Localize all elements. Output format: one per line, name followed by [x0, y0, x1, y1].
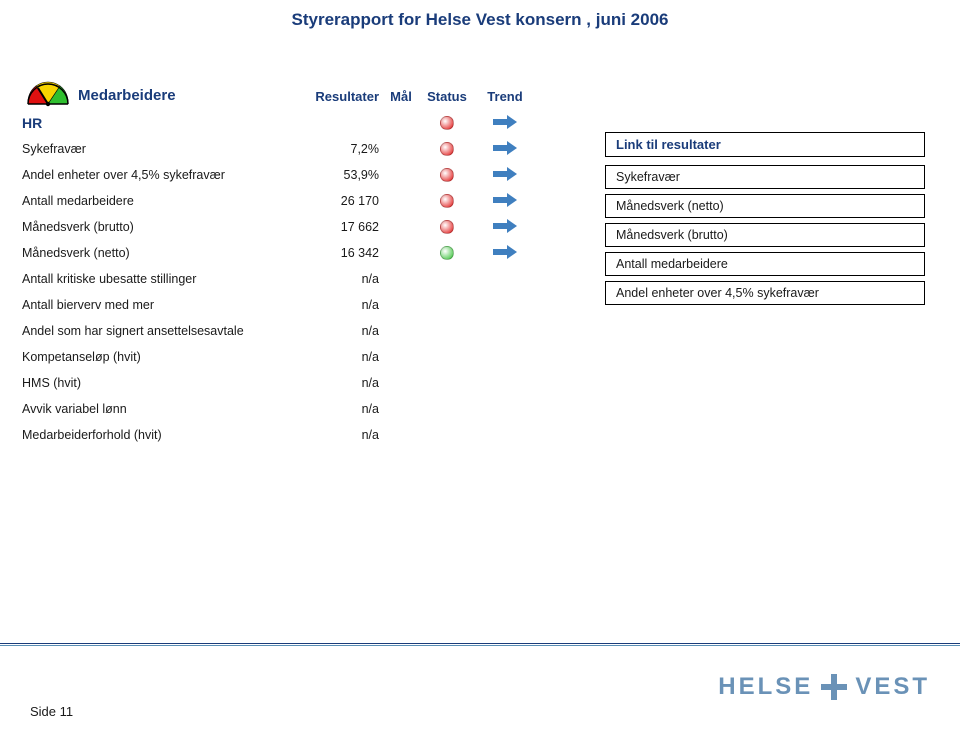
- footer-divider: [0, 643, 960, 646]
- link-item[interactable]: Andel enheter over 4,5% sykefravær: [605, 281, 925, 305]
- table-row: HR: [20, 110, 575, 136]
- row-value: n/a: [288, 324, 383, 338]
- logo-text-1: HELSE: [718, 673, 813, 701]
- row-trend: [475, 219, 535, 236]
- row-value: n/a: [288, 428, 383, 442]
- row-label: Avvik variabel lønn: [20, 402, 288, 416]
- col-header-status: Status: [419, 89, 475, 110]
- row-label: Kompetanseløp (hvit): [20, 350, 288, 364]
- row-label: HMS (hvit): [20, 376, 288, 390]
- row-trend: [475, 115, 535, 132]
- status-dot-red-icon: [440, 194, 454, 208]
- link-item[interactable]: Månedsverk (brutto): [605, 223, 925, 247]
- row-value: 53,9%: [288, 168, 383, 182]
- content-area: Medarbeidere Resultater Mål Status Trend…: [0, 30, 960, 448]
- status-dot-red-icon: [440, 142, 454, 156]
- col-header-resultater: Resultater: [288, 89, 383, 110]
- trend-arrow-right-icon: [493, 167, 517, 184]
- col-header-trend: Trend: [475, 89, 535, 110]
- row-status: [419, 116, 475, 130]
- row-label: Andel som har signert ansettelsesavtale: [20, 324, 288, 338]
- row-label: HR: [20, 115, 288, 131]
- status-dot-red-icon: [440, 220, 454, 234]
- row-value: n/a: [288, 376, 383, 390]
- table-row: Antall medarbeidere26 170: [20, 188, 575, 214]
- trend-arrow-right-icon: [493, 115, 517, 132]
- row-value: n/a: [288, 272, 383, 286]
- row-status: [419, 194, 475, 208]
- row-label: Månedsverk (brutto): [20, 220, 288, 234]
- row-label: Sykefravær: [20, 142, 288, 156]
- links-header: Link til resultater: [605, 132, 925, 157]
- gauge-icon: [20, 76, 76, 110]
- row-status: [419, 220, 475, 234]
- trend-arrow-right-icon: [493, 245, 517, 262]
- row-label: Andel enheter over 4,5% sykefravær: [20, 168, 288, 182]
- row-label: Medarbeiderforhold (hvit): [20, 428, 288, 442]
- trend-arrow-right-icon: [493, 219, 517, 236]
- trend-arrow-right-icon: [493, 193, 517, 210]
- table-row: Kompetanseløp (hvit)n/a: [20, 344, 575, 370]
- row-status: [419, 168, 475, 182]
- table-row: Månedsverk (netto)16 342: [20, 240, 575, 266]
- plus-icon: [821, 674, 847, 700]
- trend-arrow-right-icon: [493, 141, 517, 158]
- table-row: Antall kritiske ubesatte stillingern/a: [20, 266, 575, 292]
- table-row: Medarbeiderforhold (hvit)n/a: [20, 422, 575, 448]
- row-value: n/a: [288, 350, 383, 364]
- row-trend: [475, 167, 535, 184]
- table-row: Andel som har signert ansettelsesavtalen…: [20, 318, 575, 344]
- page-number: Side 11: [30, 704, 73, 719]
- row-label: Antall medarbeidere: [20, 194, 288, 208]
- row-label: Antall bierverv med mer: [20, 298, 288, 312]
- link-item[interactable]: Antall medarbeidere: [605, 252, 925, 276]
- row-value: n/a: [288, 402, 383, 416]
- row-value: 16 342: [288, 246, 383, 260]
- row-trend: [475, 245, 535, 262]
- row-status: [419, 246, 475, 260]
- table-row: HMS (hvit)n/a: [20, 370, 575, 396]
- logo-text-2: VEST: [855, 673, 930, 701]
- row-label: Antall kritiske ubesatte stillinger: [20, 272, 288, 286]
- row-label: Månedsverk (netto): [20, 246, 288, 260]
- status-dot-green-icon: [440, 246, 454, 260]
- row-status: [419, 142, 475, 156]
- status-dot-red-icon: [440, 168, 454, 182]
- row-value: 7,2%: [288, 142, 383, 156]
- page-title: Styrerapport for Helse Vest konsern , ju…: [0, 0, 960, 30]
- links-panel: Link til resultater Sykefravær Månedsverk…: [605, 70, 925, 448]
- row-trend: [475, 193, 535, 210]
- section-label: Medarbeidere: [76, 87, 288, 110]
- link-item[interactable]: Sykefravær: [605, 165, 925, 189]
- table-row: Sykefravær7,2%: [20, 136, 575, 162]
- table-row: Månedsverk (brutto)17 662: [20, 214, 575, 240]
- table-row: Avvik variabel lønnn/a: [20, 396, 575, 422]
- row-value: 26 170: [288, 194, 383, 208]
- link-item[interactable]: Månedsverk (netto): [605, 194, 925, 218]
- table-header-row: Medarbeidere Resultater Mål Status Trend: [20, 70, 575, 110]
- row-value: 17 662: [288, 220, 383, 234]
- status-dot-red-icon: [440, 116, 454, 130]
- row-trend: [475, 141, 535, 158]
- metrics-table: Medarbeidere Resultater Mål Status Trend…: [20, 70, 575, 448]
- col-header-mal: Mål: [383, 89, 419, 110]
- row-value: n/a: [288, 298, 383, 312]
- table-row: Antall bierverv med mern/a: [20, 292, 575, 318]
- table-row: Andel enheter over 4,5% sykefravær53,9%: [20, 162, 575, 188]
- logo: HELSE VEST: [718, 673, 930, 701]
